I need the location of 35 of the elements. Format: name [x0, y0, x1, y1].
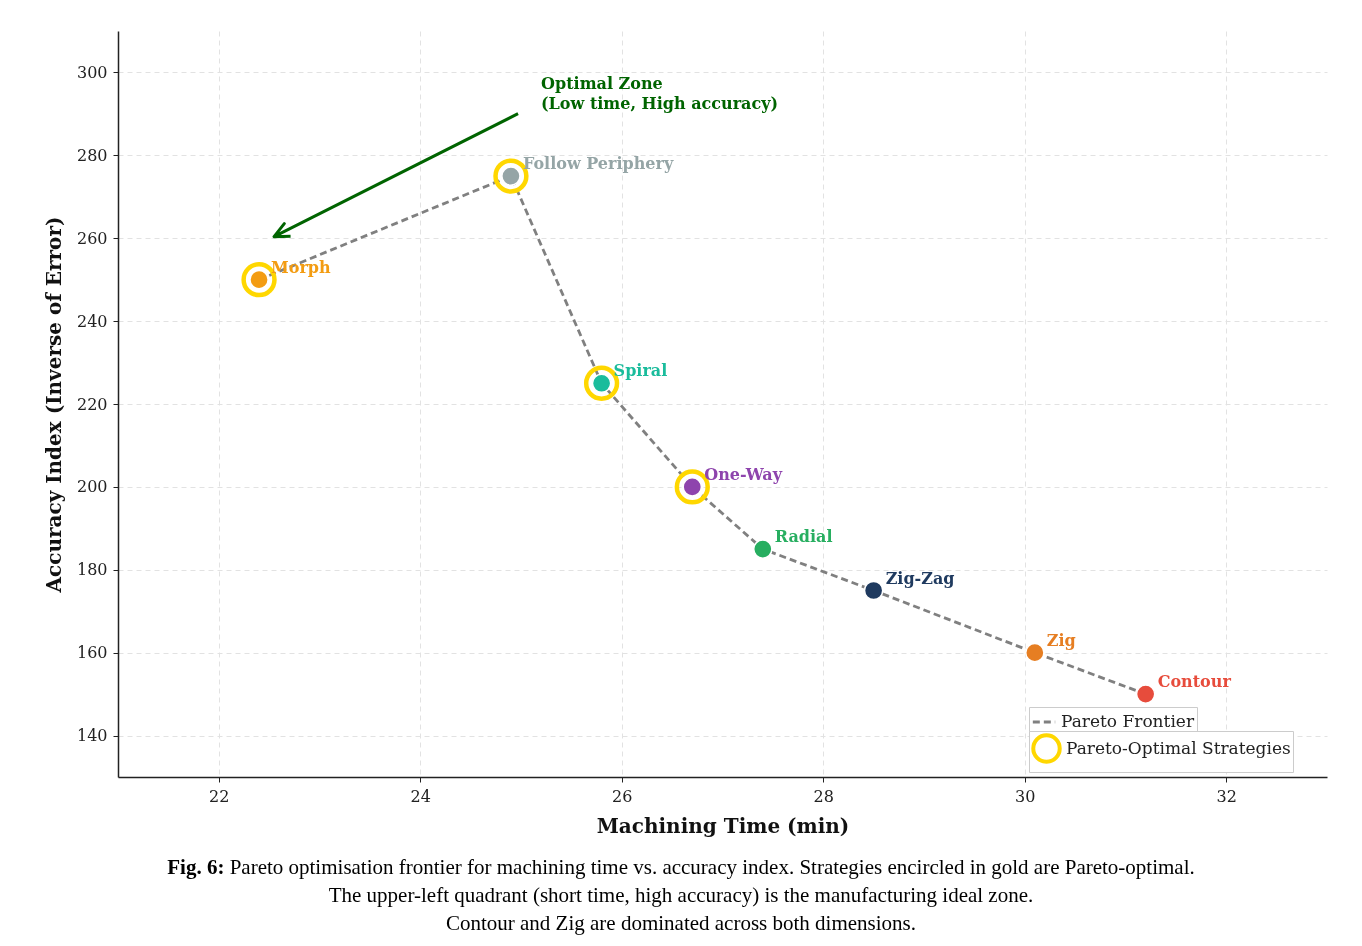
- y-tick-label: 240: [76, 311, 108, 331]
- y-tick-label: 280: [76, 145, 108, 165]
- series-label: Zig: [1046, 630, 1076, 650]
- y-axis-title: Accuracy Index (Inverse of Error): [41, 216, 66, 594]
- y-tick-label: 300: [76, 62, 108, 82]
- y-tick-label: 260: [76, 228, 108, 248]
- series-label: Contour: [1157, 672, 1232, 692]
- y-tick-label: 140: [76, 726, 108, 746]
- series-label: Spiral: [613, 361, 668, 381]
- text: Contour and Zig are dominated across both dimensions.: [444, 910, 918, 937]
- y-tick-label: 160: [76, 643, 108, 663]
- text: The upper-left quadrant (short time, high accuracy) is the manufacturing ideal zone.: [327, 882, 1035, 909]
- y-tick-label: 200: [76, 477, 108, 497]
- x-tick-label: 28: [813, 786, 834, 806]
- caption: Fig. 6: Pareto optimisation frontier for machining time vs. accuracy index. Strategies encircled in gold are Pareto-optimal.: [166, 854, 1196, 881]
- annotation: Optimal Zone (Low time, High accuracy): [541, 73, 779, 113]
- x-tick-label: 30: [1015, 786, 1036, 806]
- series-label: Zig-Zag: [885, 568, 955, 588]
- series-label: Radial: [774, 527, 833, 547]
- x-tick-label: 26: [612, 786, 633, 806]
- x-tick-label: 32: [1216, 786, 1237, 806]
- series-label: Morph: [271, 257, 332, 277]
- y-tick-label: 180: [76, 560, 108, 580]
- x-axis-title: Machining Time (min): [596, 813, 850, 838]
- series-label: One-Way: [704, 464, 783, 484]
- legend-label: Pareto Frontier: [1061, 711, 1195, 731]
- x-tick-label: 24: [410, 786, 431, 806]
- point: [1024, 642, 1045, 663]
- point: [863, 580, 884, 601]
- point: [1135, 684, 1156, 704]
- series-label: Follow Periphery: [522, 154, 674, 174]
- legend-label: Pareto-Optimal Strategies: [1066, 737, 1291, 758]
- x-tick-label: 22: [209, 786, 230, 806]
- y-tick-label: 220: [76, 394, 108, 414]
- point: [752, 539, 773, 559]
